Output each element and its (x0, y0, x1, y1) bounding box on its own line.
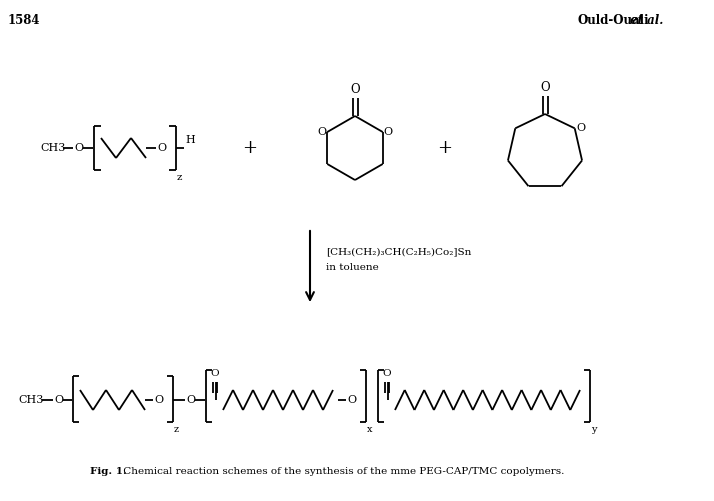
Text: O: O (186, 395, 195, 405)
Text: O: O (54, 395, 63, 405)
Text: H: H (185, 135, 195, 145)
Text: O: O (383, 369, 391, 378)
Text: +: + (243, 139, 258, 157)
Text: et al.: et al. (626, 14, 663, 27)
Text: O: O (577, 123, 585, 133)
Text: O: O (347, 395, 356, 405)
Text: O: O (540, 81, 550, 94)
Text: O: O (154, 395, 163, 405)
Text: Fig. 1.: Fig. 1. (90, 467, 127, 476)
Text: O: O (383, 127, 393, 137)
Text: O: O (74, 143, 83, 153)
Text: Ould-Ouali: Ould-Ouali (578, 14, 650, 27)
Text: CH3: CH3 (40, 143, 66, 153)
Text: O: O (350, 83, 360, 96)
Text: [CH₃(CH₂)₃CH(C₂H₅)Co₂]Sn: [CH₃(CH₂)₃CH(C₂H₅)Co₂]Sn (326, 247, 471, 257)
Text: CH3: CH3 (18, 395, 44, 405)
Text: O: O (211, 369, 219, 378)
Text: z: z (177, 173, 183, 182)
Text: Chemical reaction schemes of the synthesis of the mme PEG-CAP/TMC copolymers.: Chemical reaction schemes of the synthes… (120, 467, 564, 476)
Text: y: y (591, 425, 596, 434)
Text: x: x (367, 425, 373, 434)
Text: z: z (174, 425, 179, 434)
Text: O: O (157, 143, 166, 153)
Text: 1584: 1584 (8, 14, 41, 27)
Text: in toluene: in toluene (326, 264, 378, 273)
Text: +: + (438, 139, 453, 157)
Text: O: O (317, 127, 326, 137)
